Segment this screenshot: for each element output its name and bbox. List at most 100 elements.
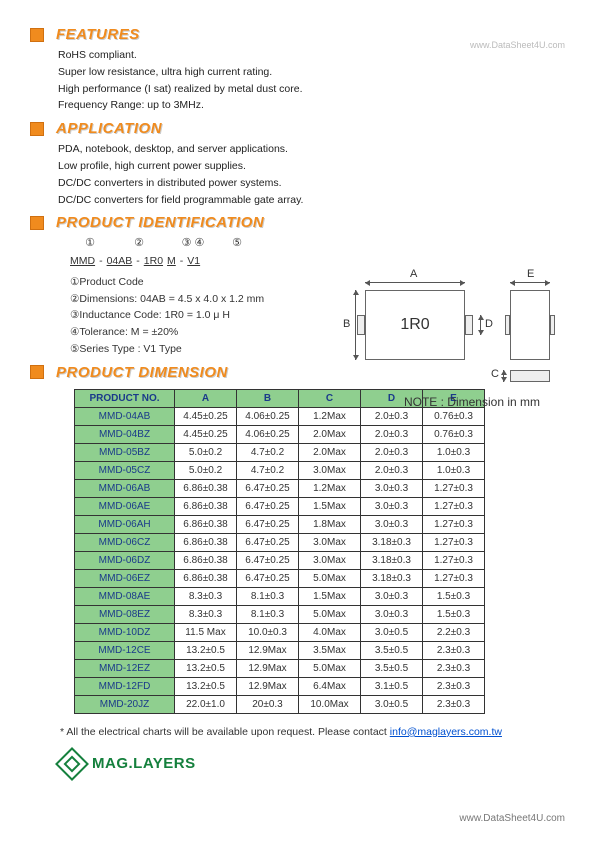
table-row: MMD-04AB4.45±0.254.06±0.251.2Max2.0±0.30… (75, 407, 485, 425)
code-part: 1R0 (144, 253, 163, 270)
cell-value: 6.4Max (299, 677, 361, 695)
cell-value: 3.0±0.3 (361, 497, 423, 515)
app-line: DC/DC converters for field programmable … (58, 192, 565, 209)
table-row: MMD-08EZ8.3±0.38.1±0.35.0Max3.0±0.31.5±0… (75, 605, 485, 623)
table-row: MMD-06DZ6.86±0.386.47±0.253.0Max3.18±0.3… (75, 551, 485, 569)
cell-product-no: MMD-05BZ (75, 443, 175, 461)
table-row: MMD-06AE6.86±0.386.47±0.251.5Max3.0±0.31… (75, 497, 485, 515)
cell-value: 3.0±0.5 (361, 623, 423, 641)
diagram-pad (357, 315, 365, 335)
cell-value: 1.27±0.3 (423, 569, 485, 587)
cell-value: 6.47±0.25 (237, 533, 299, 551)
cell-product-no: MMD-06AB (75, 479, 175, 497)
cell-product-no: MMD-10DZ (75, 623, 175, 641)
bullet-icon (30, 122, 44, 136)
feature-line: Super low resistance, ultra high current… (58, 64, 565, 81)
watermark-bottom: www.DataSheet4U.com (459, 813, 565, 824)
cell-value: 3.0Max (299, 551, 361, 569)
cell-value: 3.0±0.3 (361, 515, 423, 533)
app-line: Low profile, high current power supplies… (58, 158, 565, 175)
cell-value: 11.5 Max (175, 623, 237, 641)
cell-value: 3.1±0.5 (361, 677, 423, 695)
cell-value: 13.2±0.5 (175, 641, 237, 659)
cell-value: 2.0±0.3 (361, 443, 423, 461)
cell-value: 5.0±0.2 (175, 443, 237, 461)
table-row: MMD-05CZ5.0±0.24.7±0.23.0Max2.0±0.31.0±0… (75, 461, 485, 479)
cell-value: 6.47±0.25 (237, 479, 299, 497)
code-sep: - (180, 253, 184, 270)
brand-name: MAG.LAYERS (92, 755, 196, 772)
cell-value: 4.45±0.25 (175, 407, 237, 425)
code-part: 04AB (107, 253, 133, 270)
cell-value: 3.5±0.5 (361, 659, 423, 677)
ident-code: MMD - 04AB - 1R0 M - V1 (70, 253, 565, 270)
ident-num: ③ ④ (168, 235, 218, 253)
diagram-side-view (510, 290, 550, 360)
cell-value: 1.5Max (299, 497, 361, 515)
cell-value: 1.0±0.3 (423, 443, 485, 461)
cell-value: 6.86±0.38 (175, 515, 237, 533)
table-row: MMD-06EZ6.86±0.386.47±0.255.0Max3.18±0.3… (75, 569, 485, 587)
cell-product-no: MMD-04BZ (75, 425, 175, 443)
cell-value: 8.3±0.3 (175, 587, 237, 605)
cell-value: 22.0±1.0 (175, 695, 237, 713)
table-row: MMD-04BZ4.45±0.254.06±0.252.0Max2.0±0.30… (75, 425, 485, 443)
cell-value: 2.0±0.3 (361, 407, 423, 425)
code-part: M (167, 253, 176, 270)
cell-value: 1.27±0.3 (423, 479, 485, 497)
identification-header: PRODUCT IDENTIFICATION (30, 214, 565, 231)
dim-label-d: D (485, 318, 493, 330)
cell-value: 2.3±0.3 (423, 695, 485, 713)
cell-value: 6.47±0.25 (237, 515, 299, 533)
brand-logo-icon (55, 747, 89, 781)
cell-value: 8.1±0.3 (237, 605, 299, 623)
cell-value: 2.3±0.3 (423, 641, 485, 659)
diagram-pad (550, 315, 555, 335)
cell-value: 4.0Max (299, 623, 361, 641)
cell-product-no: MMD-06EZ (75, 569, 175, 587)
cell-value: 0.76±0.3 (423, 425, 485, 443)
cell-value: 1.27±0.3 (423, 551, 485, 569)
cell-value: 2.0±0.3 (361, 425, 423, 443)
cell-value: 4.7±0.2 (237, 443, 299, 461)
bullet-icon (30, 216, 44, 230)
cell-value: 4.06±0.25 (237, 425, 299, 443)
th-a: A (175, 389, 237, 407)
table-row: MMD-06AB6.86±0.386.47±0.251.2Max3.0±0.31… (75, 479, 485, 497)
cell-value: 3.0Max (299, 533, 361, 551)
code-sep: - (99, 253, 103, 270)
cell-value: 3.0±0.3 (361, 605, 423, 623)
cell-product-no: MMD-05CZ (75, 461, 175, 479)
cell-value: 6.86±0.38 (175, 479, 237, 497)
ident-num: ⑤ (222, 235, 252, 253)
cell-product-no: MMD-06AE (75, 497, 175, 515)
cell-product-no: MMD-08AE (75, 587, 175, 605)
cell-value: 5.0Max (299, 659, 361, 677)
cell-value: 3.0Max (299, 461, 361, 479)
contact-email-link[interactable]: info@maglayers.com.tw (390, 726, 502, 738)
cell-value: 3.0±0.3 (361, 587, 423, 605)
cell-value: 1.5Max (299, 587, 361, 605)
cell-value: 3.5Max (299, 641, 361, 659)
dim-arrow-a (365, 282, 465, 283)
diagram-marking: 1R0 (400, 316, 429, 334)
cell-value: 0.76±0.3 (423, 407, 485, 425)
cell-value: 8.3±0.3 (175, 605, 237, 623)
cell-product-no: MMD-06AH (75, 515, 175, 533)
cell-value: 12.9Max (237, 659, 299, 677)
cell-value: 5.0Max (299, 605, 361, 623)
cell-value: 2.0Max (299, 443, 361, 461)
dimension-note: NOTE : Dimension in mm (404, 395, 540, 409)
cell-value: 6.86±0.38 (175, 551, 237, 569)
cell-value: 3.18±0.3 (361, 551, 423, 569)
cell-value: 3.0±0.3 (361, 479, 423, 497)
table-row: MMD-05BZ5.0±0.24.7±0.22.0Max2.0±0.31.0±0… (75, 443, 485, 461)
dimension-table: PRODUCT NO. A B C D E MMD-04AB4.45±0.254… (74, 389, 485, 714)
cell-product-no: MMD-12EZ (75, 659, 175, 677)
code-part: V1 (187, 253, 200, 270)
cell-value: 1.2Max (299, 407, 361, 425)
cell-product-no: MMD-20JZ (75, 695, 175, 713)
application-header: APPLICATION (30, 120, 565, 137)
cell-value: 1.8Max (299, 515, 361, 533)
th-product: PRODUCT NO. (75, 389, 175, 407)
